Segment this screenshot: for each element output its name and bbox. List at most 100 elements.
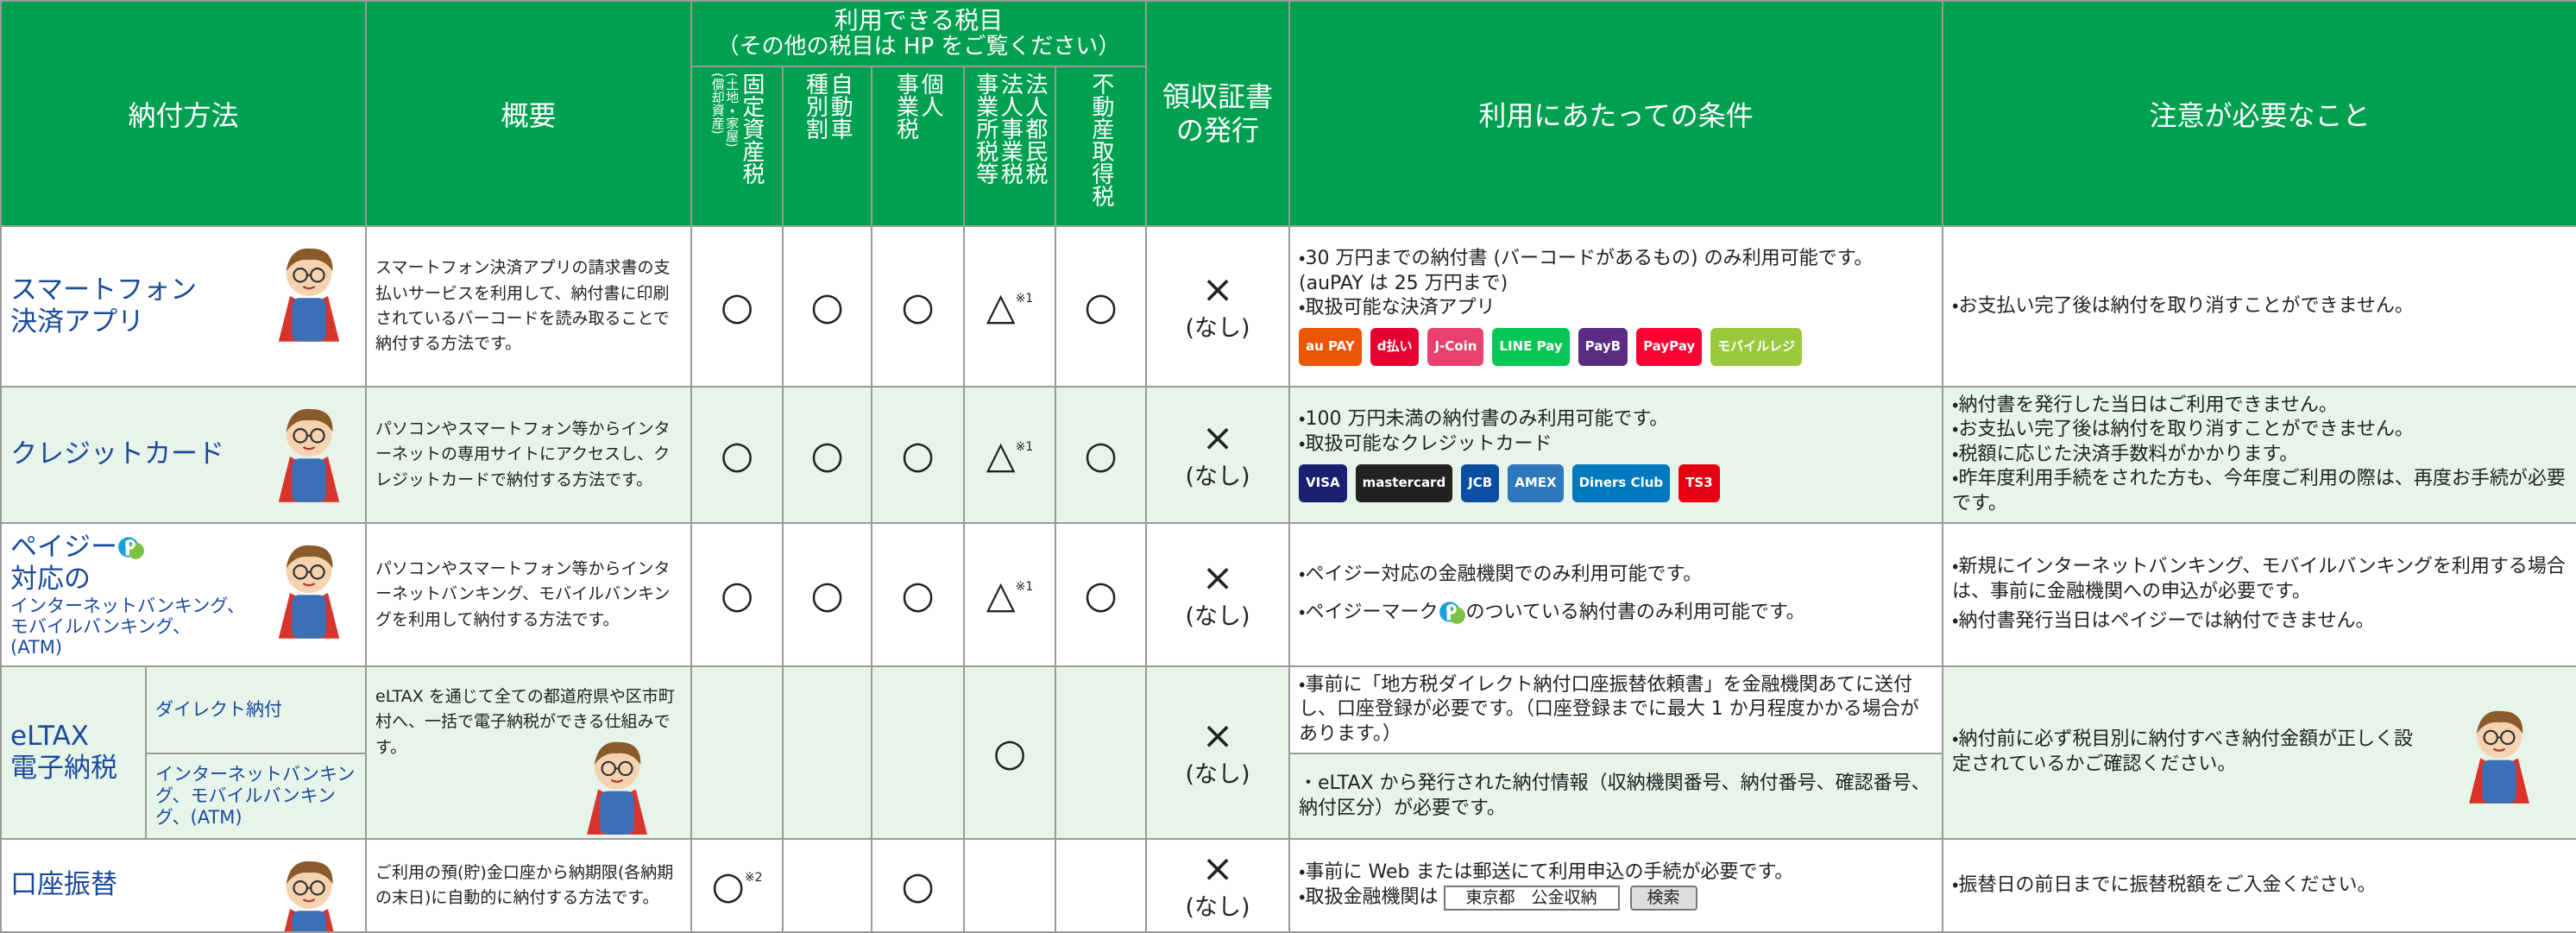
tax-name: 不動産取得税 (1088, 72, 1114, 207)
tax-availability: ○ (782, 522, 873, 667)
payment-logo: JCB (1461, 463, 1500, 502)
method-line: クレジットカード (10, 438, 224, 470)
header-taxes: 利用できる税目 （その他の税目は HP をご覧ください） (690, 0, 1148, 67)
tax-header: 自動車 種別割 (782, 66, 873, 227)
tax-name-line: 固定資産税 (738, 72, 765, 185)
method-line: 対応の (10, 563, 91, 595)
tax-name-line: 自動車 (827, 72, 853, 140)
receipt: × (なし) (1145, 522, 1291, 667)
payment-logo: TS3 (1678, 463, 1720, 502)
payment-logo: Diners Club (1571, 463, 1671, 502)
method-line: スマートフォン (10, 274, 198, 306)
receipt-text: (なし) (1185, 893, 1250, 921)
footnote-ref: ※1 (1015, 439, 1034, 454)
tax-header: 固定資産税 (土地・家屋) (償却資産) (690, 66, 784, 227)
condition-text: のついている納付書のみ利用可能です。 (1465, 602, 1805, 624)
method-note: (ATM) (10, 637, 63, 659)
availability-mark: ○ (720, 284, 754, 329)
tax-availability: ○ (782, 225, 873, 388)
method-line: 口座振替 (10, 869, 117, 901)
notes: ・納付書を発行した当日はご利用できません。 ・お支払い完了後は納付を取り消すことが… (1942, 386, 2576, 524)
note-line: ・お支払い完了後は納付を取り消すことができません。 (1952, 294, 2414, 317)
condition-line: ・取扱金融機関は 東京都 公金収納 検索 (1299, 885, 1933, 911)
overview-text: パソコンやスマートフォン等からインターネットの専用サイトにアクセスし、クレジット… (375, 419, 671, 489)
search-button[interactable]: 検索 (1629, 885, 1697, 911)
notes: ・納付前に必ず税目別に納付すべき納付金額が正しく設定されているかご確認ください。 (1942, 665, 2576, 840)
receipt-mark: × (1201, 415, 1234, 460)
receipt: × (なし) (1145, 225, 1291, 388)
note-line: ・新規にインターネットバンキング、モバイルバンキングを利用する場合は、事前に金融… (1952, 556, 2566, 602)
method: ペイジー 対応の インターネットバンキング、 モバイルバンキング、 (ATM) (0, 522, 368, 667)
note-line: ・お支払い完了後は納付を取り消すことができません。 (1952, 419, 2414, 441)
tax-name-sub: (償却資産) (709, 72, 726, 135)
availability-mark: △ (986, 284, 1016, 329)
overview-text: ご利用の預(貯)金口座から納期限(各納期の末日)に自動的に納付する方法です。 (375, 862, 674, 907)
character-illustration (278, 408, 340, 502)
method: eLTAX 電子納税 (0, 665, 147, 840)
tax-availability: ○ (871, 225, 966, 388)
receipt: × (なし) (1145, 665, 1291, 840)
receipt-text: (なし) (1185, 760, 1250, 788)
availability-mark: ○ (901, 284, 935, 329)
payment-logo: AMEX (1508, 463, 1564, 502)
payment-logo: PayB (1578, 327, 1628, 366)
tax-header: 法人都民税 法人事業税 事業所税等 (963, 66, 1057, 227)
sub-method: インターネットバンキング、モバイルバンキング、(ATM) (144, 753, 368, 840)
availability-mark: ○ (810, 572, 844, 617)
character-illustration (278, 545, 340, 639)
footnote-ref: ※1 (1015, 579, 1034, 594)
tax-availability (782, 838, 873, 933)
overview-text: スマートフォン決済アプリの請求書の支払いサービスを利用して、納付書に印刷されてい… (375, 258, 671, 354)
receipt-header-line: の発行 (1176, 113, 1260, 147)
tax-availability (690, 665, 784, 840)
tax-name: 固定資産税 (土地・家屋) (償却資産) (709, 72, 765, 185)
character-illustration (278, 248, 340, 342)
receipt-text: (なし) (1185, 314, 1250, 342)
availability-mark: ○ (810, 284, 844, 329)
availability-mark: △ (986, 572, 1016, 617)
tax-availability: ○ (690, 522, 784, 667)
note-line: ・納付書発行当日はペイジーでは納付できません。 (1952, 610, 2375, 633)
availability-mark: ○ (720, 572, 754, 617)
character-illustration (2469, 710, 2529, 804)
availability-mark: ○ (1084, 432, 1118, 477)
tax-header: 個人 事業税 (871, 66, 966, 227)
availability-mark: ○ (720, 432, 754, 477)
tax-availability: △※1 (963, 522, 1057, 667)
header-receipt: 領収証書 の発行 (1145, 0, 1291, 227)
availability-mark: △ (986, 432, 1016, 477)
receipt-header-line: 領収証書 (1162, 80, 1274, 114)
overview: eLTAX を通じて全ての都道府県や区市町村へ、一括で電子納税ができる仕組みです… (365, 665, 693, 840)
tax-availability (1055, 838, 1148, 933)
pay-easy-icon (118, 537, 144, 559)
header-row: 固定資産税 (土地・家屋) (償却資産) 自動車 種別割 個人 事業税 法人都民税 法人事業税事… (1, 66, 2576, 227)
method-line: 決済アプリ (10, 306, 144, 337)
method-line: ペイジー (10, 531, 117, 563)
tax-name-sub: (土地・家屋) (724, 72, 740, 148)
notes: ・お支払い完了後は納付を取り消すことができません。 (1942, 225, 2576, 388)
tax-availability: ○ (690, 386, 784, 524)
note-line: ・昨年度利用手続をされた方も、今年度ご利用の際は、再度お手続が必要です。 (1952, 468, 2566, 514)
receipt-text: (なし) (1185, 463, 1250, 490)
tax-name-line: 種別割 (802, 72, 828, 140)
overview-text: eLTAX を通じて全ての都道府県や区市町村へ、一括で電子納税ができる仕組みです… (375, 686, 675, 757)
header-method: 納付方法 (0, 0, 368, 227)
method: スマートフォン 決済アプリ (0, 225, 368, 388)
taxes-title: 利用できる税目 (834, 6, 1004, 35)
header-notes: 注意が必要なこと (1942, 0, 2576, 227)
payment-logo: モバイルレジ (1710, 327, 1803, 366)
logo-list: VISA mastercard JCB AMEX Diners Club TS3 (1299, 463, 1933, 502)
availability-mark: ○ (810, 432, 844, 477)
availability-mark: ○ (901, 863, 935, 908)
receipt: × (なし) (1145, 386, 1291, 524)
conditions: ・30 万円までの納付書 (バーコードがあるもの) のみ利用可能です。 (auPA… (1288, 225, 1944, 388)
tax-name: 法人都民税 法人事業税 事業所税等 (973, 72, 1048, 185)
condition-line: ・eLTAX から発行された納付情報（収納機関番号、納付番号、確認番号、納付区分… (1299, 772, 1930, 819)
table-row: ペイジー 対応の インターネットバンキング、 モバイルバンキング、 (ATM) パソコンや… (0, 522, 2576, 667)
conditions: ・ペイジー対応の金融機関でのみ利用可能です。 ・ペイジーマーク のついている納付書の… (1288, 522, 1944, 667)
receipt: × (なし) (1145, 838, 1291, 933)
